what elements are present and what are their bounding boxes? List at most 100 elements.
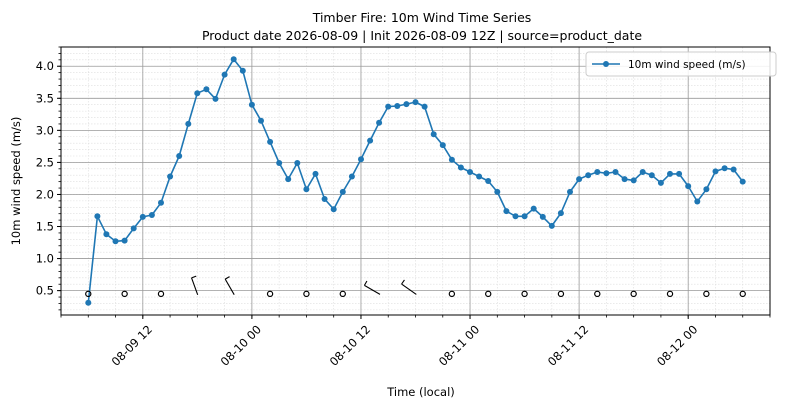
data-point	[358, 156, 364, 163]
data-point	[267, 138, 274, 145]
data-point	[485, 178, 492, 184]
data-point	[139, 213, 146, 220]
x-tick-label: 08-12 00	[654, 322, 700, 368]
data-point	[212, 95, 219, 102]
x-axis: 08-09 12 08-10 00 08-10 12 08-11 00 08-11 12…	[60, 315, 771, 369]
data-point	[721, 165, 728, 172]
data-point	[639, 169, 646, 175]
wind-barb-shaft	[224, 278, 235, 295]
y-tick-label: 0.5	[36, 284, 54, 298]
data-point	[630, 177, 637, 184]
data-point	[576, 176, 583, 183]
data-point	[676, 170, 683, 177]
data-point	[657, 179, 664, 186]
data-point	[385, 103, 392, 110]
data-point	[430, 131, 437, 138]
data-point	[703, 186, 710, 193]
wind-barb	[401, 279, 417, 295]
x-tick-label: 08-09 12	[109, 322, 155, 368]
series-layer	[85, 56, 746, 306]
data-point	[303, 186, 310, 193]
data-point	[567, 188, 573, 195]
data-point	[585, 172, 592, 179]
wind-barb-layer	[85, 275, 746, 298]
data-point	[557, 210, 564, 217]
legend: 10m wind speed (m/s)	[585, 51, 777, 77]
data-point	[403, 101, 410, 108]
calm-wind-marker	[266, 290, 274, 298]
data-point	[158, 199, 164, 206]
x-tick-label: 08-10 00	[218, 322, 264, 368]
data-point	[276, 160, 283, 166]
data-point	[503, 208, 510, 215]
data-point	[339, 188, 346, 195]
data-point	[594, 169, 601, 175]
wind-barb	[363, 280, 381, 295]
legend-box	[585, 51, 777, 77]
calm-wind-marker	[594, 290, 601, 298]
calm-wind-marker	[121, 290, 128, 298]
data-point	[167, 173, 174, 180]
data-point	[603, 170, 610, 177]
data-point	[467, 169, 473, 175]
calm-wind-marker	[521, 290, 528, 298]
wind-barb	[224, 276, 235, 295]
calm-wind-marker	[739, 290, 746, 298]
data-point	[448, 156, 455, 163]
data-point	[512, 213, 519, 220]
data-point	[321, 196, 328, 202]
y-tick-label: 1.0	[36, 252, 54, 266]
wind-barb-flag	[401, 279, 405, 285]
x-tick-label: 08-11 12	[545, 322, 591, 368]
data-point	[367, 137, 374, 144]
data-point	[130, 225, 137, 232]
calm-wind-marker	[85, 290, 92, 298]
data-point	[476, 173, 483, 180]
data-point	[258, 117, 264, 124]
data-point	[376, 119, 383, 126]
data-point	[194, 90, 201, 97]
y-axis: 0.5 1.0 1.5 2.0 2.5 3.0 3.5 4.0	[36, 46, 61, 311]
data-point	[230, 56, 237, 63]
data-point	[548, 222, 555, 229]
wind-barb-shaft	[191, 277, 199, 295]
legend-label: 10m wind speed (m/s)	[628, 59, 746, 71]
x-axis-label: Time (local)	[386, 385, 455, 399]
data-point	[612, 169, 619, 175]
chart-title-line1: Timber Fire: 10m Wind Time Series	[312, 10, 532, 25]
y-tick-label: 4.0	[36, 59, 54, 73]
data-point	[730, 166, 737, 173]
data-point	[294, 160, 301, 166]
data-point	[394, 103, 401, 109]
calm-wind-marker	[557, 290, 565, 298]
data-point	[112, 238, 119, 245]
calm-wind-marker	[666, 290, 674, 298]
data-point	[412, 99, 419, 106]
major-grid	[61, 47, 770, 315]
data-point	[148, 212, 155, 218]
data-point	[539, 213, 546, 220]
calm-wind-marker	[485, 290, 492, 298]
calm-wind-marker	[157, 290, 165, 298]
wind-barb-flag	[191, 275, 197, 279]
y-axis-label: 10m wind speed (m/s)	[9, 117, 23, 246]
calm-wind-marker	[448, 290, 456, 298]
data-point	[521, 213, 528, 220]
data-point	[621, 176, 628, 183]
data-point	[494, 188, 501, 195]
data-point	[712, 168, 719, 175]
y-tick-label: 3.5	[36, 91, 54, 105]
calm-wind-marker	[303, 290, 310, 298]
data-point	[176, 153, 183, 159]
data-point	[648, 172, 655, 179]
wind-barb-flag	[224, 276, 230, 280]
data-point	[203, 86, 210, 93]
data-point	[348, 173, 355, 180]
wind-barb-shaft	[364, 284, 381, 295]
data-point	[312, 170, 319, 177]
data-point	[685, 183, 692, 190]
data-point	[530, 205, 537, 212]
data-point	[285, 176, 292, 183]
data-point	[94, 213, 101, 220]
